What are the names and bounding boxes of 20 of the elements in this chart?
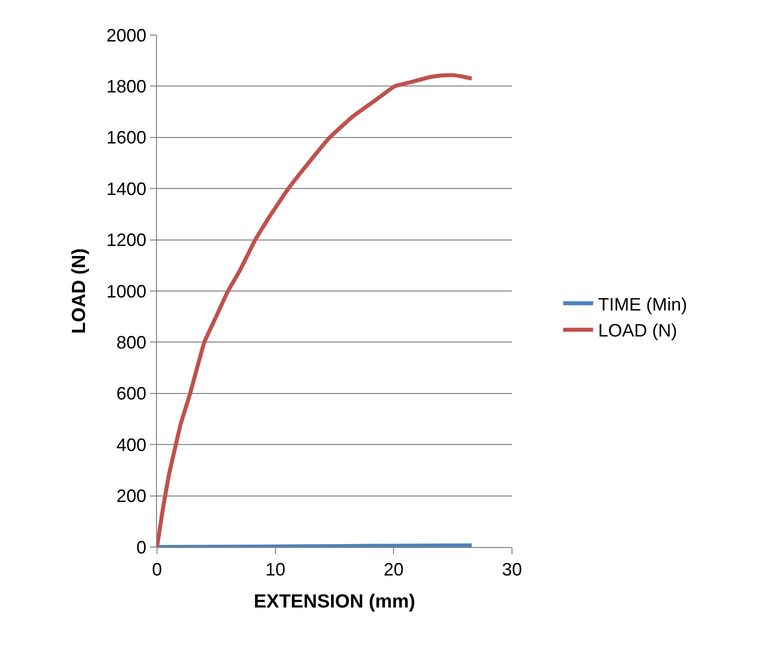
x-tick-label: 10	[265, 560, 286, 580]
y-tick-label: 2000	[106, 25, 146, 46]
y-axis-title: LOAD (N)	[69, 248, 90, 334]
y-tick-label: 400	[116, 434, 146, 455]
x-tick-label: 30	[502, 560, 522, 580]
y-tick-label: 800	[116, 332, 146, 352]
x-tick-label: 0	[152, 560, 162, 580]
y-tick-label: 0	[136, 537, 146, 558]
y-tick-label: 1800	[106, 76, 146, 96]
line-series	[157, 73, 474, 547]
x-axis-title: EXTENSION (mm)	[254, 591, 416, 612]
x-tick-label: 20	[384, 560, 404, 580]
y-tick-label: 600	[116, 384, 146, 404]
legend-label: LOAD (N)	[598, 320, 678, 341]
legend-label: TIME (Min)	[598, 294, 688, 314]
y-tick-label: 200	[116, 486, 146, 506]
y-tick-label: 1000	[106, 281, 146, 302]
y-tick-label: 1600	[106, 128, 146, 148]
y-tick-label: 1400	[106, 178, 146, 199]
y-tick-label: 1200	[106, 230, 146, 250]
